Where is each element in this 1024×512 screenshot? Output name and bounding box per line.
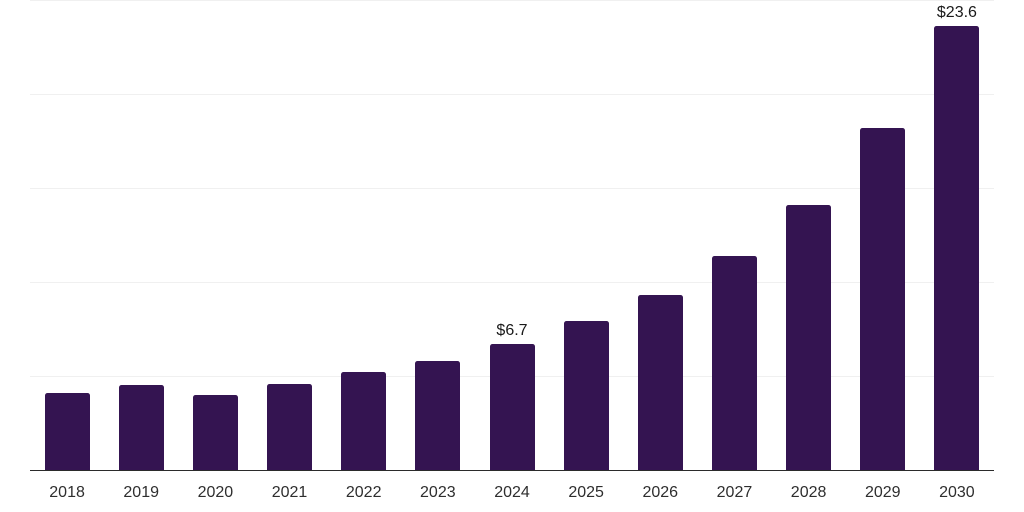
bar-2021	[267, 383, 313, 470]
x-tick-label-2023: 2023	[420, 484, 456, 501]
bar-2019	[118, 385, 164, 470]
value-label-2030: $23.6	[936, 4, 977, 22]
x-tick-label-2025: 2025	[568, 484, 604, 501]
x-tick-label-2026: 2026	[642, 484, 679, 501]
bar-2018	[44, 392, 90, 470]
bar-2029	[860, 127, 906, 470]
plot-area	[30, 0, 994, 471]
gridline-10	[30, 282, 994, 283]
x-tick-label-2020: 2020	[197, 484, 234, 501]
bar-2028	[786, 204, 832, 470]
x-tick-label-2028: 2028	[790, 484, 827, 501]
value-label-2024: $6.7	[496, 322, 528, 340]
bar-2024	[489, 344, 535, 470]
x-tick-label-2030: 2030	[939, 484, 975, 501]
x-tick-label-2021: 2021	[271, 484, 308, 501]
x-tick-label-2019: 2019	[123, 484, 159, 501]
x-tick-label-2018: 2018	[49, 484, 85, 501]
bar-2025	[563, 321, 609, 470]
bar-2026	[637, 295, 683, 470]
x-tick-label-2022: 2022	[345, 484, 382, 501]
gridline-20	[30, 94, 994, 95]
bar-2020	[192, 394, 238, 470]
x-tick-label-2029: 2029	[864, 484, 901, 501]
bar-2027	[711, 255, 757, 470]
x-tick-label-2024: 2024	[494, 484, 530, 501]
x-axis-line	[30, 469, 994, 471]
gridline-15	[30, 188, 994, 189]
bar-2030	[934, 26, 980, 470]
bar-2022	[341, 372, 387, 470]
gridline-25	[30, 0, 994, 1]
bar-2023	[415, 360, 461, 470]
x-tick-label-2027: 2027	[716, 484, 753, 501]
